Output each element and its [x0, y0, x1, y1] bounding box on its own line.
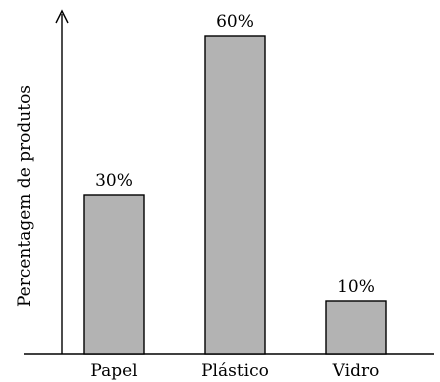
y-axis-arrow-icon: [55, 9, 69, 24]
category-label-vidro: Vidro: [332, 361, 380, 381]
y-axis: [55, 9, 69, 354]
value-label-vidro: 10%: [337, 277, 375, 297]
bar-plastico: [204, 35, 266, 355]
bar-papel: [83, 194, 145, 355]
value-label-plastico: 60%: [216, 12, 254, 32]
value-label-papel: 30%: [95, 171, 133, 191]
y-axis-label: Percentagem de produtos: [15, 85, 35, 307]
category-label-plastico: Plástico: [201, 361, 269, 381]
bars-group: 30% Papel 60% Plástico 10% Vidro: [83, 12, 387, 381]
bar-vidro: [325, 300, 387, 355]
category-label-papel: Papel: [90, 361, 137, 381]
